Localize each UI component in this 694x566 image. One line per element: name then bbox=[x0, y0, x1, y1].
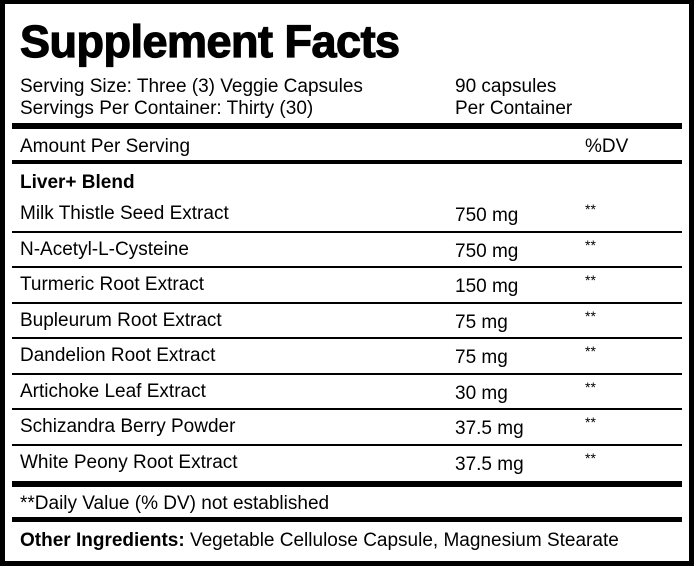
ingredient-row: White Peony Root Extract 37.5 mg ** bbox=[12, 446, 682, 482]
ingredient-amount: 75 mg bbox=[455, 311, 508, 333]
ingredient-dv: ** bbox=[585, 307, 596, 324]
ingredient-row: Bupleurum Root Extract 75 mg ** bbox=[12, 304, 682, 339]
ingredient-dv: ** bbox=[585, 201, 596, 217]
ingredient-amount: 150 mg bbox=[455, 276, 519, 297]
ingredient-dv: ** bbox=[585, 236, 596, 253]
ingredient-row: Schizandra Berry Powder 37.5 mg ** bbox=[12, 410, 682, 446]
ingredient-name: White Peony Root Extract bbox=[20, 451, 238, 473]
other-ingredients: Other Ingredients: Vegetable Cellulose C… bbox=[20, 530, 619, 552]
ingredient-name: Milk Thistle Seed Extract bbox=[20, 203, 229, 224]
ingredient-name: N-Acetyl-L-Cysteine bbox=[20, 238, 189, 260]
label-title: Supplement Facts bbox=[19, 15, 400, 67]
ingredient-row: Milk Thistle Seed Extract 750 mg ** bbox=[12, 197, 682, 233]
serving-size: Serving Size: Three (3) Veggie Capsules bbox=[20, 76, 363, 97]
ingredient-dv: ** bbox=[585, 343, 596, 359]
dv-header: %DV bbox=[585, 136, 629, 157]
thick-divider bbox=[12, 123, 682, 129]
ingredient-row: Turmeric Root Extract 150 mg ** bbox=[12, 268, 682, 304]
ingredient-name: Artichoke Leaf Extract bbox=[20, 380, 206, 402]
ingredient-row: Dandelion Root Extract 75 mg ** bbox=[12, 339, 682, 375]
servings-per-container: Servings Per Container: Thirty (30) bbox=[20, 98, 314, 119]
ingredient-dv: ** bbox=[585, 449, 596, 466]
ingredient-name: Dandelion Root Extract bbox=[20, 345, 216, 366]
ingredient-row: Artichoke Leaf Extract 30 mg ** bbox=[12, 375, 682, 410]
ingredient-amount: 750 mg bbox=[455, 205, 519, 226]
ingredient-amount: 750 mg bbox=[455, 240, 519, 262]
ingredient-name: Bupleurum Root Extract bbox=[20, 309, 222, 331]
ingredient-dv: ** bbox=[585, 378, 596, 395]
ingredient-amount: 37.5 mg bbox=[455, 453, 524, 475]
capsule-count-suffix: Per Container bbox=[455, 98, 573, 119]
divider bbox=[12, 160, 682, 164]
ingredient-dv: ** bbox=[585, 272, 596, 288]
other-ingredients-label: Other Ingredients: bbox=[20, 530, 185, 551]
other-ingredients-value: Vegetable Cellulose Capsule, Magnesium S… bbox=[184, 530, 619, 551]
ingredient-amount: 75 mg bbox=[455, 347, 508, 368]
amount-per-serving-header: Amount Per Serving bbox=[20, 136, 191, 157]
footnote: **Daily Value (% DV) not established bbox=[20, 493, 330, 514]
ingredient-name: Turmeric Root Extract bbox=[20, 274, 205, 295]
ingredient-name: Schizandra Berry Powder bbox=[20, 416, 236, 437]
capsule-count: 90 capsules bbox=[455, 76, 557, 97]
thick-divider bbox=[12, 517, 682, 522]
blend-name: Liver+ Blend bbox=[20, 172, 135, 193]
thick-divider bbox=[12, 481, 682, 487]
ingredient-dv: ** bbox=[585, 414, 596, 430]
ingredient-row: N-Acetyl-L-Cysteine 750 mg ** bbox=[12, 233, 682, 268]
ingredient-amount: 37.5 mg bbox=[455, 418, 524, 439]
ingredient-amount: 30 mg bbox=[455, 382, 508, 404]
